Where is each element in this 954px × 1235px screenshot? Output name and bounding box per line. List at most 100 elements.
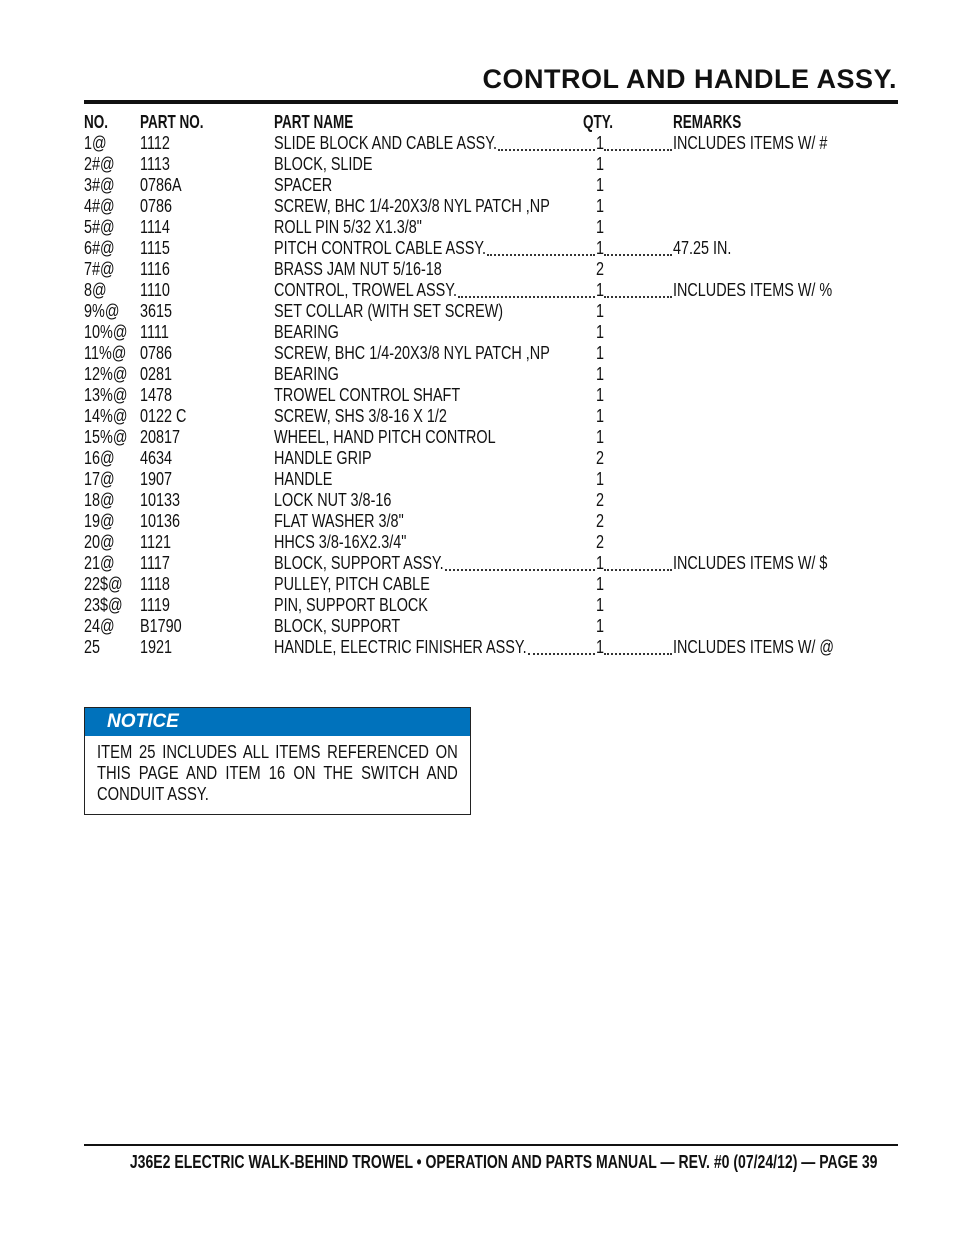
dot-leader [604,653,672,655]
part-name: WHEEL, HAND PITCH CONTROL [274,427,496,447]
part-name: PULLEY, PITCH CABLE [274,574,430,594]
part-number: 1113 [140,154,170,174]
remarks: INCLUDES ITEMS W/ # [673,133,828,153]
dot-leader [457,296,595,298]
part-number: 1110 [140,280,170,300]
dot-leader [604,569,672,571]
part-number: 1478 [140,385,173,405]
quantity: 2 [596,532,605,552]
notice-body: ITEM 25 INCLUDES ALL ITEMS REFERENCED ON… [97,742,458,804]
quantity: 2 [596,511,605,531]
part-number: 1119 [140,595,170,615]
dot-leader [498,149,595,151]
header-qty: QTY. [583,112,614,132]
item-number: 12%@ [84,364,128,384]
item-number: 20@ [84,532,115,552]
part-name: BEARING [274,322,339,342]
item-number: 6#@ [84,238,115,258]
item-number: 19@ [84,511,115,531]
part-number: 1116 [140,259,170,279]
quantity: 1 [596,406,605,426]
notice-heading: NOTICE [85,708,470,736]
part-name: BRASS JAM NUT 5/16-18 [274,259,442,279]
remarks: 47.25 IN. [673,238,732,258]
item-number: 22$@ [84,574,123,594]
quantity: 1 [596,301,605,321]
dot-leader [487,254,595,256]
item-number: 24@ [84,616,115,636]
quantity: 1 [596,553,605,573]
part-name: ROLL PIN 5/32 X1.3/8" [274,217,422,237]
part-name: SCREW, BHC 1/4-20X3/8 NYL PATCH ,NP [274,343,550,363]
quantity: 1 [596,238,605,258]
quantity: 1 [596,385,605,405]
part-number: 1112 [140,133,170,153]
quantity: 1 [596,133,605,153]
item-number: 23$@ [84,595,123,615]
part-number: B1790 [140,616,182,636]
quantity: 1 [596,175,605,195]
part-name: HANDLE, ELECTRIC FINISHER ASSY. [274,637,527,657]
part-name: SLIDE BLOCK AND CABLE ASSY. [274,133,498,153]
quantity: 1 [596,427,605,447]
part-name: LOCK NUT 3/8-16 [274,490,392,510]
remarks: INCLUDES ITEMS W/ @ [673,637,835,657]
part-number: 10133 [140,490,181,510]
item-number: 7#@ [84,259,115,279]
header-remarks: REMARKS [673,112,742,132]
part-number: 4634 [140,448,173,468]
part-name: CONTROL, TROWEL ASSY. [274,280,457,300]
dot-leader [604,149,672,151]
dot-leader [604,296,672,298]
part-number: 0281 [140,364,173,384]
part-number: 1121 [140,532,171,552]
item-number: 21@ [84,553,115,573]
page-footer: J36E2 ELECTRIC WALK-BEHIND TROWEL • OPER… [129,1152,877,1172]
part-name: SET COLLAR (WITH SET SCREW) [274,301,504,321]
header-no: NO. [84,112,109,132]
quantity: 1 [596,154,605,174]
part-number: 0122 C [140,406,187,426]
part-name: BEARING [274,364,339,384]
dot-leader [527,653,595,655]
item-number: 5#@ [84,217,115,237]
part-number: 1111 [140,322,169,342]
quantity: 2 [596,448,605,468]
part-name: HANDLE [274,469,333,489]
quantity: 1 [596,217,605,237]
item-number: 14%@ [84,406,128,426]
item-number: 1@ [84,133,107,153]
item-number: 17@ [84,469,115,489]
part-number: 3615 [140,301,173,321]
part-name: SCREW, SHS 3/8-16 X 1/2 [274,406,447,426]
page-title: CONTROL AND HANDLE ASSY. [482,64,897,94]
quantity: 1 [596,364,605,384]
item-number: 3#@ [84,175,115,195]
quantity: 1 [596,280,605,300]
remarks: INCLUDES ITEMS W/ % [673,280,833,300]
part-number: 1907 [140,469,173,489]
part-number: 0786 [140,196,173,216]
quantity: 1 [596,469,605,489]
quantity: 1 [596,616,605,636]
part-name: FLAT WASHER 3/8" [274,511,404,531]
quantity: 2 [596,259,605,279]
item-number: 16@ [84,448,115,468]
part-number: 1114 [140,217,170,237]
item-number: 25 [84,637,101,657]
part-number: 1118 [140,574,170,594]
item-number: 11%@ [84,343,127,363]
item-number: 8@ [84,280,107,300]
header-part-name: PART NAME [274,112,354,132]
quantity: 1 [596,595,605,615]
dot-leader [604,254,672,256]
item-number: 2#@ [84,154,115,174]
part-name: HANDLE GRIP [274,448,372,468]
part-name: BLOCK, SUPPORT ASSY. [274,553,444,573]
part-name: PITCH CONTROL CABLE ASSY. [274,238,487,258]
quantity: 1 [596,574,605,594]
dot-leader [444,569,595,571]
item-number: 4#@ [84,196,115,216]
quantity: 1 [596,637,605,657]
part-number: 10136 [140,511,181,531]
